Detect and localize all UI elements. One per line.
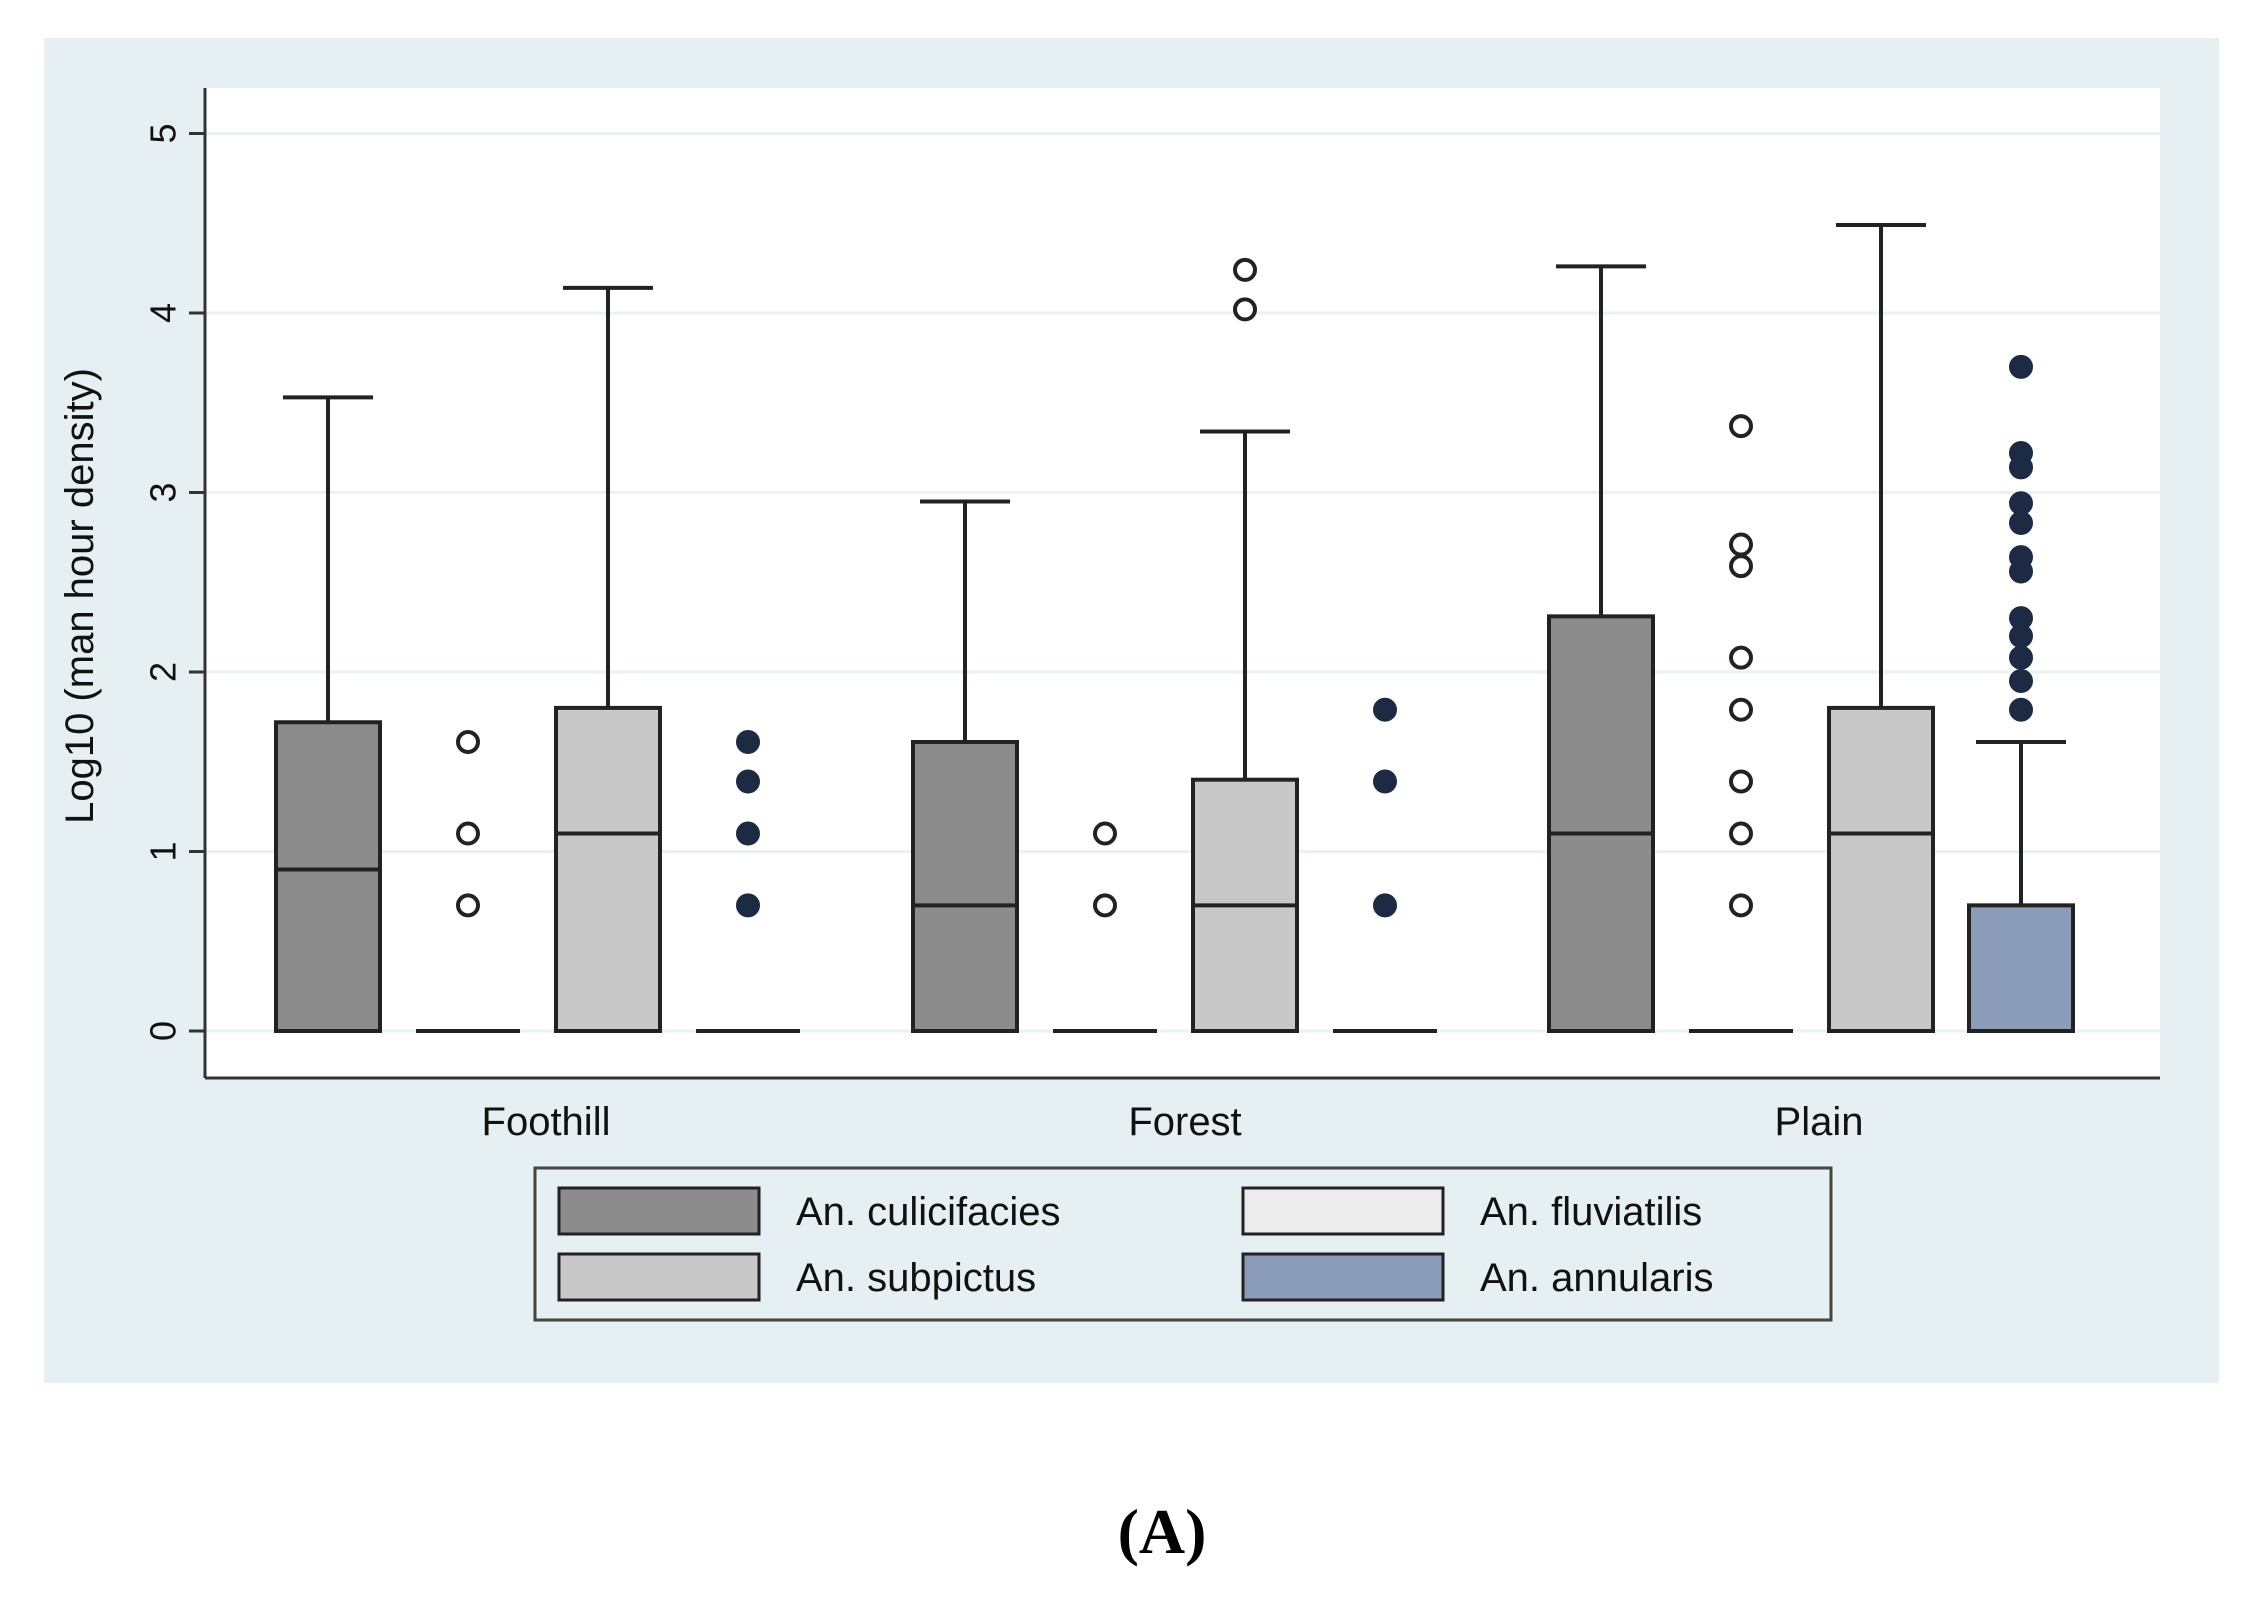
- y-tick-label: 2: [143, 662, 184, 682]
- x-category-label: Foothill: [482, 1100, 611, 1144]
- outlier-point: [2009, 511, 2033, 536]
- y-axis-label: Log10 (man hour density): [58, 368, 102, 824]
- outlier-point: [1729, 697, 1753, 722]
- legend-swatch: [557, 1252, 761, 1302]
- box-an-culicifacies-foothill: [274, 395, 382, 1033]
- outlier-point: [2009, 697, 2033, 722]
- outlier-point: [1373, 769, 1397, 794]
- box-body: [554, 705, 662, 1034]
- outlier-point: [736, 821, 760, 846]
- legend-swatch: [1241, 1252, 1445, 1302]
- outlier-point: [1729, 821, 1753, 846]
- x-category-label: Forest: [1128, 1100, 1241, 1144]
- outlier-point: [736, 893, 760, 918]
- outlier-point: [1729, 414, 1753, 439]
- outlier-point: [2009, 606, 2033, 631]
- outlier-point: [456, 730, 480, 755]
- outlier-point: [456, 893, 480, 918]
- outlier-point: [2009, 354, 2033, 379]
- y-tick-label: 0: [143, 1021, 184, 1041]
- box-an-culicifacies-forest: [911, 499, 1019, 1033]
- outlier-point: [1729, 893, 1753, 918]
- outlier-point: [1729, 645, 1753, 670]
- box-an-subpictus-foothill: [554, 285, 662, 1034]
- legend-label: An. annularis: [1480, 1256, 1713, 1300]
- outlier-point: [1233, 257, 1257, 282]
- box-an-fluviatilis-foothill: [416, 730, 520, 1033]
- box-an-subpictus-forest: [1191, 257, 1299, 1034]
- outlier-point: [1373, 893, 1397, 918]
- legend-entries: An. culicifacies An. fluviatilis An. subpi…: [557, 1186, 1713, 1302]
- y-tick-label: 4: [143, 303, 184, 323]
- outlier-point: [1729, 769, 1753, 794]
- legend-swatch: [1241, 1186, 1445, 1236]
- box-an-annularis-plain: [1967, 354, 2075, 1033]
- box-body: [1547, 614, 1655, 1033]
- legend: An. culicifacies An. fluviatilis An. subpi…: [533, 1166, 1833, 1322]
- legend-label: An. culicifacies: [796, 1190, 1061, 1234]
- box-an-fluviatilis-plain: [1689, 414, 1793, 1033]
- box-an-annularis-forest: [1333, 697, 1437, 1033]
- outlier-point: [2009, 668, 2033, 693]
- box-body: [274, 720, 382, 1033]
- outlier-point: [1373, 697, 1397, 722]
- outlier-point: [456, 821, 480, 846]
- box-body: [1827, 705, 1935, 1034]
- outlier-point: [1233, 297, 1257, 322]
- box-an-fluviatilis-forest: [1053, 821, 1157, 1033]
- outlier-point: [1729, 532, 1753, 557]
- outlier-point: [2009, 441, 2033, 466]
- outlier-point: [736, 769, 760, 794]
- outlier-point: [736, 730, 760, 755]
- box-an-annularis-foothill: [696, 730, 800, 1033]
- gridlines: [205, 132, 2160, 1033]
- y-tick-label: 3: [143, 482, 184, 502]
- outlier-point: [1729, 554, 1753, 579]
- y-tick-label: 1: [143, 841, 184, 861]
- y-tick-label: 5: [143, 123, 184, 143]
- legend-label: An. fluviatilis: [1480, 1190, 1702, 1234]
- box-an-subpictus-plain: [1827, 223, 1935, 1034]
- x-category-label: Plain: [1775, 1100, 1864, 1144]
- outlier-point: [2009, 545, 2033, 570]
- box-body: [911, 740, 1019, 1033]
- outlier-point: [2009, 491, 2033, 516]
- legend-swatch: [557, 1186, 761, 1236]
- outlier-point: [1093, 821, 1117, 846]
- boxes: [274, 223, 2075, 1034]
- legend-label: An. subpictus: [796, 1256, 1036, 1300]
- outlier-point: [1093, 893, 1117, 918]
- panel-label: (A): [1118, 1496, 1207, 1567]
- outlier-point: [2009, 645, 2033, 670]
- box-an-culicifacies-plain: [1547, 264, 1655, 1033]
- y-axis-ticks: 0 1 2 3 4 5: [143, 123, 205, 1041]
- x-axis-categories: Foothill Forest Plain: [482, 1100, 1864, 1144]
- box-body: [1967, 903, 2075, 1033]
